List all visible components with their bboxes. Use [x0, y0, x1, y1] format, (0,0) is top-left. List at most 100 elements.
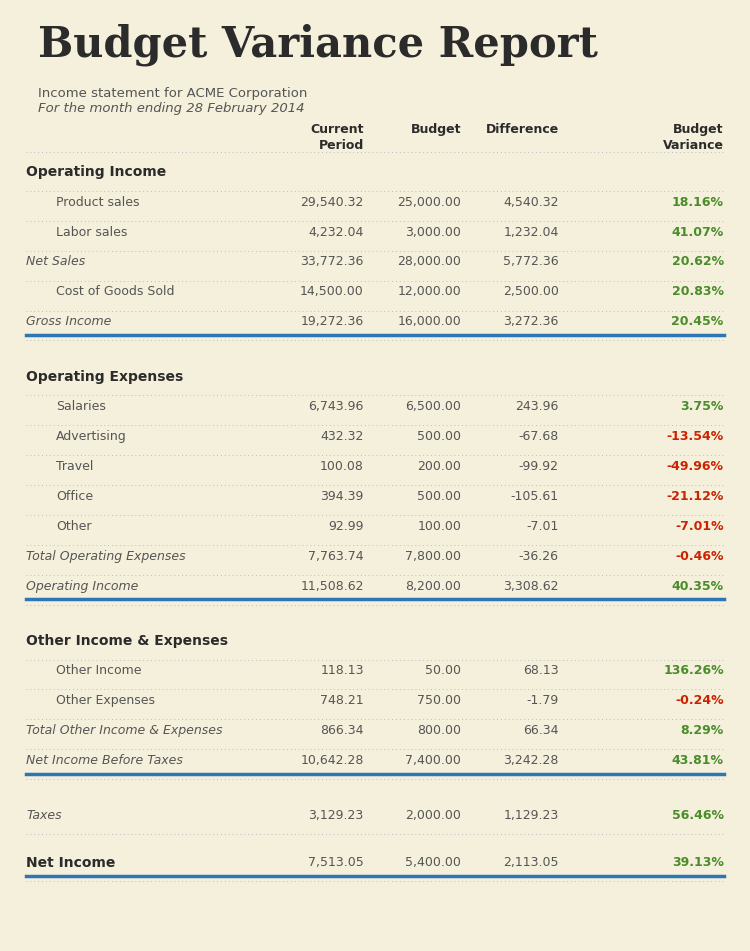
- Text: Labor sales: Labor sales: [56, 225, 128, 239]
- Text: 12,000.00: 12,000.00: [398, 285, 461, 299]
- Text: 2,000.00: 2,000.00: [405, 809, 461, 822]
- Text: 500.00: 500.00: [417, 490, 461, 503]
- Text: 750.00: 750.00: [417, 694, 461, 708]
- Text: 136.26%: 136.26%: [663, 665, 724, 677]
- Text: 41.07%: 41.07%: [671, 225, 724, 239]
- Text: 6,743.96: 6,743.96: [308, 400, 364, 413]
- Text: 3,129.23: 3,129.23: [308, 809, 364, 822]
- Text: 100.00: 100.00: [417, 520, 461, 533]
- Text: 50.00: 50.00: [425, 665, 461, 677]
- Text: 18.16%: 18.16%: [672, 196, 724, 208]
- Text: Other Income & Expenses: Other Income & Expenses: [26, 634, 228, 648]
- Text: Other Expenses: Other Expenses: [56, 694, 155, 708]
- Text: Net Income Before Taxes: Net Income Before Taxes: [26, 754, 183, 767]
- Text: Income statement for ACME Corporation: Income statement for ACME Corporation: [38, 87, 307, 101]
- Text: Total Other Income & Expenses: Total Other Income & Expenses: [26, 725, 223, 737]
- Text: 19,272.36: 19,272.36: [301, 316, 364, 328]
- Text: Operating Expenses: Operating Expenses: [26, 370, 184, 383]
- Text: Budget Variance Report: Budget Variance Report: [38, 24, 597, 67]
- Text: 394.39: 394.39: [320, 490, 364, 503]
- Text: 3.75%: 3.75%: [680, 400, 724, 413]
- Text: 500.00: 500.00: [417, 430, 461, 443]
- Text: 14,500.00: 14,500.00: [300, 285, 364, 299]
- Text: Other: Other: [56, 520, 92, 533]
- Text: 8.29%: 8.29%: [680, 725, 724, 737]
- Text: 3,242.28: 3,242.28: [503, 754, 559, 767]
- Text: 33,772.36: 33,772.36: [300, 256, 364, 268]
- Text: Taxes: Taxes: [26, 809, 62, 822]
- Text: 2,113.05: 2,113.05: [503, 856, 559, 869]
- Text: Difference: Difference: [485, 123, 559, 136]
- Text: 6,500.00: 6,500.00: [405, 400, 461, 413]
- Text: 243.96: 243.96: [515, 400, 559, 413]
- Text: Total Operating Expenses: Total Operating Expenses: [26, 550, 186, 563]
- Text: 56.46%: 56.46%: [672, 809, 724, 822]
- Text: 3,308.62: 3,308.62: [503, 580, 559, 592]
- Text: -1.79: -1.79: [526, 694, 559, 708]
- Text: 29,540.32: 29,540.32: [300, 196, 364, 208]
- Text: 200.00: 200.00: [417, 460, 461, 473]
- Text: Net Income: Net Income: [26, 856, 116, 869]
- Text: Salaries: Salaries: [56, 400, 106, 413]
- Text: 7,513.05: 7,513.05: [308, 856, 364, 869]
- Text: -105.61: -105.61: [511, 490, 559, 503]
- Text: -7.01%: -7.01%: [675, 520, 724, 533]
- Text: -21.12%: -21.12%: [666, 490, 724, 503]
- Text: Operating Income: Operating Income: [26, 165, 166, 179]
- Text: Budget: Budget: [411, 123, 461, 136]
- Text: 16,000.00: 16,000.00: [398, 316, 461, 328]
- Text: -99.92: -99.92: [519, 460, 559, 473]
- Text: -0.24%: -0.24%: [675, 694, 724, 708]
- Text: Budget
Variance: Budget Variance: [663, 123, 724, 151]
- Text: -36.26: -36.26: [519, 550, 559, 563]
- Text: 5,400.00: 5,400.00: [405, 856, 461, 869]
- Text: -7.01: -7.01: [526, 520, 559, 533]
- Text: 7,800.00: 7,800.00: [405, 550, 461, 563]
- Text: 20.45%: 20.45%: [671, 316, 724, 328]
- Text: Travel: Travel: [56, 460, 94, 473]
- Text: 25,000.00: 25,000.00: [398, 196, 461, 208]
- Text: -13.54%: -13.54%: [667, 430, 724, 443]
- Text: 8,200.00: 8,200.00: [405, 580, 461, 592]
- Text: 1,129.23: 1,129.23: [503, 809, 559, 822]
- Text: 748.21: 748.21: [320, 694, 364, 708]
- Text: 4,232.04: 4,232.04: [308, 225, 364, 239]
- Text: Operating Income: Operating Income: [26, 580, 139, 592]
- Text: Other Income: Other Income: [56, 665, 142, 677]
- Text: -0.46%: -0.46%: [675, 550, 724, 563]
- Text: 11,508.62: 11,508.62: [300, 580, 364, 592]
- Text: 432.32: 432.32: [320, 430, 364, 443]
- Text: 66.34: 66.34: [524, 725, 559, 737]
- Text: 800.00: 800.00: [417, 725, 461, 737]
- Text: Gross Income: Gross Income: [26, 316, 112, 328]
- Text: Cost of Goods Sold: Cost of Goods Sold: [56, 285, 175, 299]
- Text: 92.99: 92.99: [328, 520, 364, 533]
- Text: Net Sales: Net Sales: [26, 256, 86, 268]
- Text: -67.68: -67.68: [518, 430, 559, 443]
- Text: 10,642.28: 10,642.28: [300, 754, 364, 767]
- Text: 28,000.00: 28,000.00: [398, 256, 461, 268]
- Text: Advertising: Advertising: [56, 430, 127, 443]
- Text: Current
Period: Current Period: [310, 123, 364, 151]
- Text: 7,763.74: 7,763.74: [308, 550, 364, 563]
- Text: -49.96%: -49.96%: [667, 460, 724, 473]
- Text: Office: Office: [56, 490, 93, 503]
- Text: 7,400.00: 7,400.00: [405, 754, 461, 767]
- Text: 866.34: 866.34: [320, 725, 364, 737]
- Text: 20.83%: 20.83%: [672, 285, 724, 299]
- Text: 1,232.04: 1,232.04: [503, 225, 559, 239]
- Text: 100.08: 100.08: [320, 460, 364, 473]
- Text: 68.13: 68.13: [524, 665, 559, 677]
- Text: 40.35%: 40.35%: [672, 580, 724, 592]
- Text: 3,272.36: 3,272.36: [503, 316, 559, 328]
- Text: 39.13%: 39.13%: [672, 856, 724, 869]
- Text: 118.13: 118.13: [320, 665, 364, 677]
- Text: Product sales: Product sales: [56, 196, 140, 208]
- Text: 43.81%: 43.81%: [672, 754, 724, 767]
- Text: 20.62%: 20.62%: [672, 256, 724, 268]
- Text: 2,500.00: 2,500.00: [503, 285, 559, 299]
- Text: 4,540.32: 4,540.32: [503, 196, 559, 208]
- Text: 3,000.00: 3,000.00: [405, 225, 461, 239]
- Text: For the month ending 28 February 2014: For the month ending 28 February 2014: [38, 102, 304, 115]
- Text: 5,772.36: 5,772.36: [503, 256, 559, 268]
